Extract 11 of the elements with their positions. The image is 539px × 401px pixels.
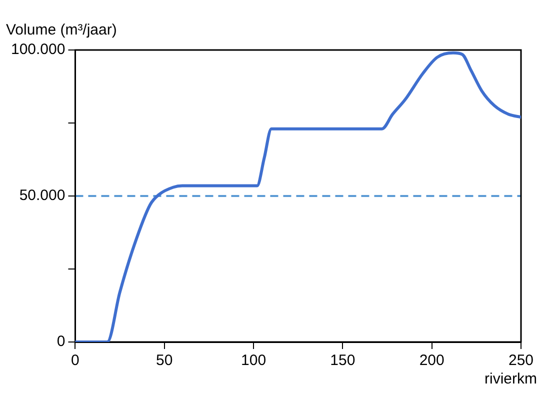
x-tick-label: 100 [241,352,266,370]
y-tick-label: 0 [56,333,66,350]
y-tick-label: 50.000 [19,187,66,204]
x-tick-label: 50 [156,352,173,370]
x-tick-label: 150 [330,352,356,370]
x-tick-label: 0 [71,352,80,370]
x-tick-label: 250 [508,352,534,370]
y-axis-title: Volume (m³/jaar) [6,22,117,39]
x-axis-title: rivierkm [484,370,537,388]
y-tick-label: 100.000 [10,41,66,58]
x-tick-label: 200 [419,352,444,370]
